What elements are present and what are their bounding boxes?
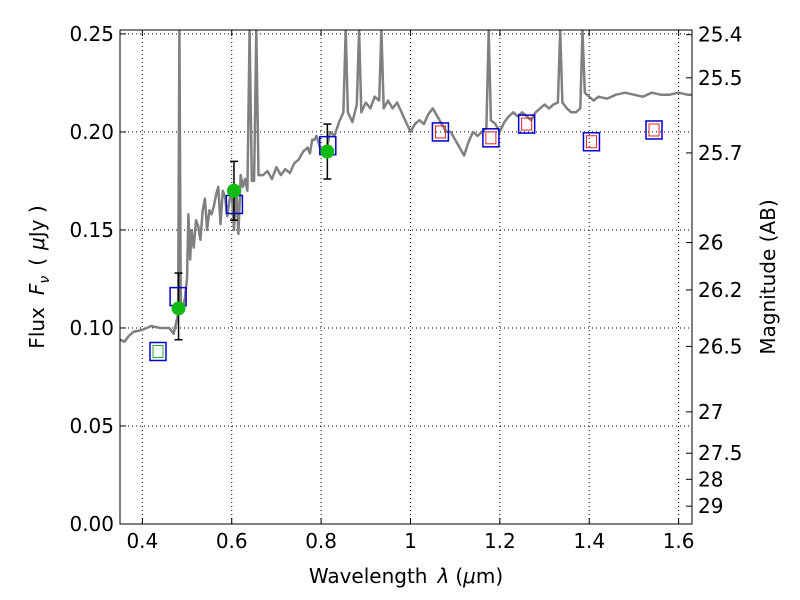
x-tick-label: 1.6	[663, 529, 695, 553]
y2-tick-label: 25.4	[698, 23, 743, 47]
y-tick-label: 0.05	[69, 414, 114, 438]
y-axis-label-unit-open: (	[25, 258, 49, 266]
red-inner-box	[521, 117, 533, 131]
y2-axis-label: Magnitude (AB)	[756, 199, 780, 354]
red-inner-box	[485, 131, 497, 145]
y-axis-label-prefix: Flux	[25, 307, 49, 349]
y2-tick-label: 25.5	[698, 66, 743, 90]
x-tick-label: 0.6	[216, 529, 248, 553]
y-tick-label: 0.25	[69, 22, 114, 46]
model-box	[431, 122, 450, 142]
model-box	[149, 341, 167, 362]
y-tick-label: 0.00	[69, 512, 114, 536]
y-axis-label-unit-rest: Jy )	[25, 205, 49, 239]
y-axis-label-unit-mu: μ	[25, 237, 49, 251]
x-tick-label: 1.4	[573, 529, 605, 553]
x-axis-label-unit-mu: μ	[462, 564, 476, 588]
x-axis-label-unit-open: (	[455, 564, 463, 588]
observed-point	[320, 144, 335, 159]
y2-tick-label: 26.5	[698, 334, 743, 358]
y-tick-label: 0.20	[69, 120, 114, 144]
model-box	[645, 120, 663, 140]
x-axis-label-prefix: Wavelength	[309, 564, 428, 588]
y2-tick-label: 27.5	[698, 441, 743, 465]
model-box	[582, 131, 601, 152]
x-axis-label-unit-rest: m)	[476, 564, 503, 588]
y-tick-label: 0.10	[69, 316, 114, 340]
marker-layer	[149, 114, 663, 362]
green-inner-box	[152, 344, 164, 358]
x-tick-label: 0.8	[305, 529, 337, 553]
observed-point	[171, 301, 186, 316]
y2-tick-label: 28	[698, 467, 723, 491]
axis-layer: 0.4 0.6 0.8 1 1.2 1.4 1.6 0.00 0.05 0.10 0.15 0.20 0…	[69, 22, 742, 553]
y2-tick-label: 26	[698, 230, 723, 254]
spectrum-layer	[120, 30, 692, 343]
model-box	[482, 128, 500, 148]
red-inner-box	[585, 135, 597, 149]
y2-tick-label: 29	[698, 494, 723, 518]
spectrum-line	[120, 30, 692, 343]
plot-frame	[119, 29, 693, 525]
x-tick-label: 0.4	[126, 529, 158, 553]
x-tick-label: 1	[404, 529, 417, 553]
x-tick-label: 1.2	[484, 529, 516, 553]
red-inner-box	[434, 125, 446, 139]
y-tick-label: 0.15	[69, 218, 114, 242]
y-axis-label: Flux Fν ( μJy )	[25, 205, 53, 348]
y2-tick-label: 27	[698, 400, 723, 424]
x-axis-label-symbol: λ	[436, 564, 449, 588]
y2-tick-label: 25.7	[698, 141, 743, 165]
y2-tick-label: 26.2	[698, 278, 743, 302]
y-axis-label-subscript: ν	[37, 276, 53, 284]
x-axis-label: Wavelength λ (μm)	[309, 564, 503, 588]
y-axis-label-symbol: F	[25, 283, 49, 295]
red-inner-box	[648, 123, 660, 137]
observed-point	[226, 183, 241, 198]
model-box	[517, 114, 536, 134]
